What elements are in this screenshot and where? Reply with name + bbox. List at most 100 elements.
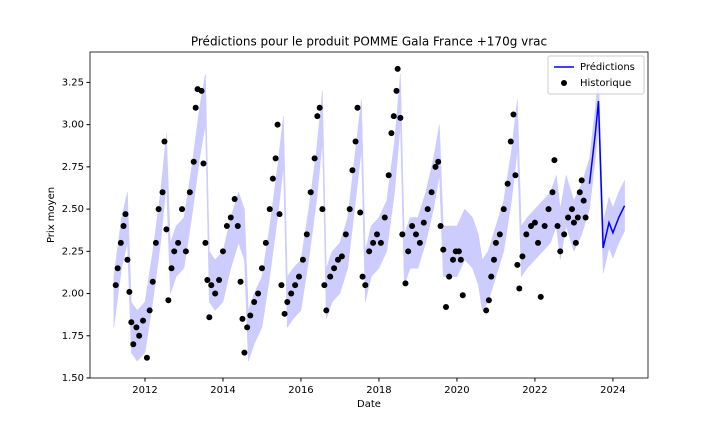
x-tick-label: 2020: [444, 385, 469, 396]
history-point: [554, 222, 561, 229]
history-point: [335, 256, 341, 263]
legend-label: Historique: [580, 78, 631, 89]
history-point: [231, 195, 238, 202]
history-point: [580, 197, 587, 204]
history-point: [402, 280, 409, 287]
history-point: [338, 253, 345, 260]
legend: Prédictions Historique: [547, 55, 645, 95]
history-point: [316, 104, 323, 111]
history-point: [114, 265, 121, 272]
history-point: [576, 189, 583, 196]
history-point: [122, 211, 129, 218]
history-point: [455, 248, 462, 255]
history-point: [432, 163, 439, 170]
history-point: [443, 304, 450, 311]
history-point: [485, 297, 492, 304]
history-point: [321, 282, 328, 289]
history-point: [216, 277, 223, 284]
history-point: [299, 256, 306, 263]
history-point: [206, 314, 213, 321]
history-point: [545, 206, 552, 213]
x-tick-label: 2024: [600, 385, 625, 396]
history-point: [146, 307, 153, 314]
history-point: [284, 298, 291, 305]
history-point: [136, 332, 143, 339]
y-tick-label: 1.50: [62, 373, 84, 384]
history-point: [186, 189, 193, 196]
history-point: [424, 206, 431, 213]
history-point: [117, 239, 124, 246]
history-point: [440, 246, 447, 253]
history-point: [516, 285, 523, 292]
y-tick-label: 2.00: [62, 289, 84, 300]
x-tick-label: 2012: [132, 385, 157, 396]
history-point: [412, 231, 419, 238]
history-point: [133, 324, 140, 331]
history-point: [500, 206, 507, 213]
history-point: [457, 256, 464, 263]
uncertainty-band: [113, 73, 625, 362]
history-point: [537, 293, 544, 300]
history-point: [459, 292, 466, 299]
history-point: [561, 231, 568, 238]
x-tick-label: 2018: [366, 385, 391, 396]
history-point: [190, 158, 197, 165]
history-point: [388, 130, 395, 137]
history-point: [292, 282, 299, 289]
history-point: [393, 87, 400, 94]
history-point: [381, 214, 388, 221]
history-point: [314, 113, 321, 120]
history-point: [258, 265, 265, 272]
history-point: [354, 104, 361, 111]
history-point: [323, 307, 330, 314]
history-point: [126, 288, 133, 295]
history-point: [175, 239, 182, 246]
history-point: [504, 180, 511, 187]
history-point: [234, 222, 241, 229]
history-point: [128, 319, 135, 326]
history-point: [541, 222, 548, 229]
history-point: [514, 261, 521, 268]
history-point: [428, 189, 435, 196]
history-point: [269, 175, 276, 182]
history-point: [385, 172, 392, 179]
history-point: [549, 189, 556, 196]
history-point: [208, 282, 215, 289]
x-tick-label: 2016: [288, 385, 313, 396]
history-point: [143, 354, 150, 361]
history-point: [130, 341, 137, 348]
history-point: [112, 282, 119, 289]
history-point: [394, 65, 401, 72]
history-point: [303, 231, 310, 238]
history-point: [512, 172, 519, 179]
history-point: [535, 239, 542, 246]
history-point: [237, 278, 244, 285]
history-point: [219, 248, 226, 255]
history-point: [307, 189, 314, 196]
y-tick-label: 2.75: [62, 162, 84, 173]
history-point: [202, 239, 209, 246]
history-point: [192, 104, 199, 111]
history-point: [373, 231, 380, 238]
history-point: [357, 209, 364, 216]
history-point: [149, 278, 156, 285]
history-point: [319, 206, 326, 213]
history-point: [331, 265, 338, 272]
history-point: [507, 138, 514, 145]
plot-frame: [89, 51, 649, 379]
history-point: [557, 248, 564, 255]
history-point: [399, 231, 406, 238]
y-tick-label: 3.25: [62, 77, 84, 88]
history-point: [120, 222, 127, 229]
history-point: [327, 273, 334, 280]
history-point: [163, 226, 170, 233]
history-point: [262, 239, 269, 246]
history-point: [450, 256, 457, 263]
history-point: [227, 214, 234, 221]
chart-title: Prédictions pour le produit POMME Gala F…: [191, 35, 547, 49]
history-point: [362, 282, 369, 289]
history-point: [346, 206, 353, 213]
y-tick-label: 3.00: [62, 120, 84, 131]
